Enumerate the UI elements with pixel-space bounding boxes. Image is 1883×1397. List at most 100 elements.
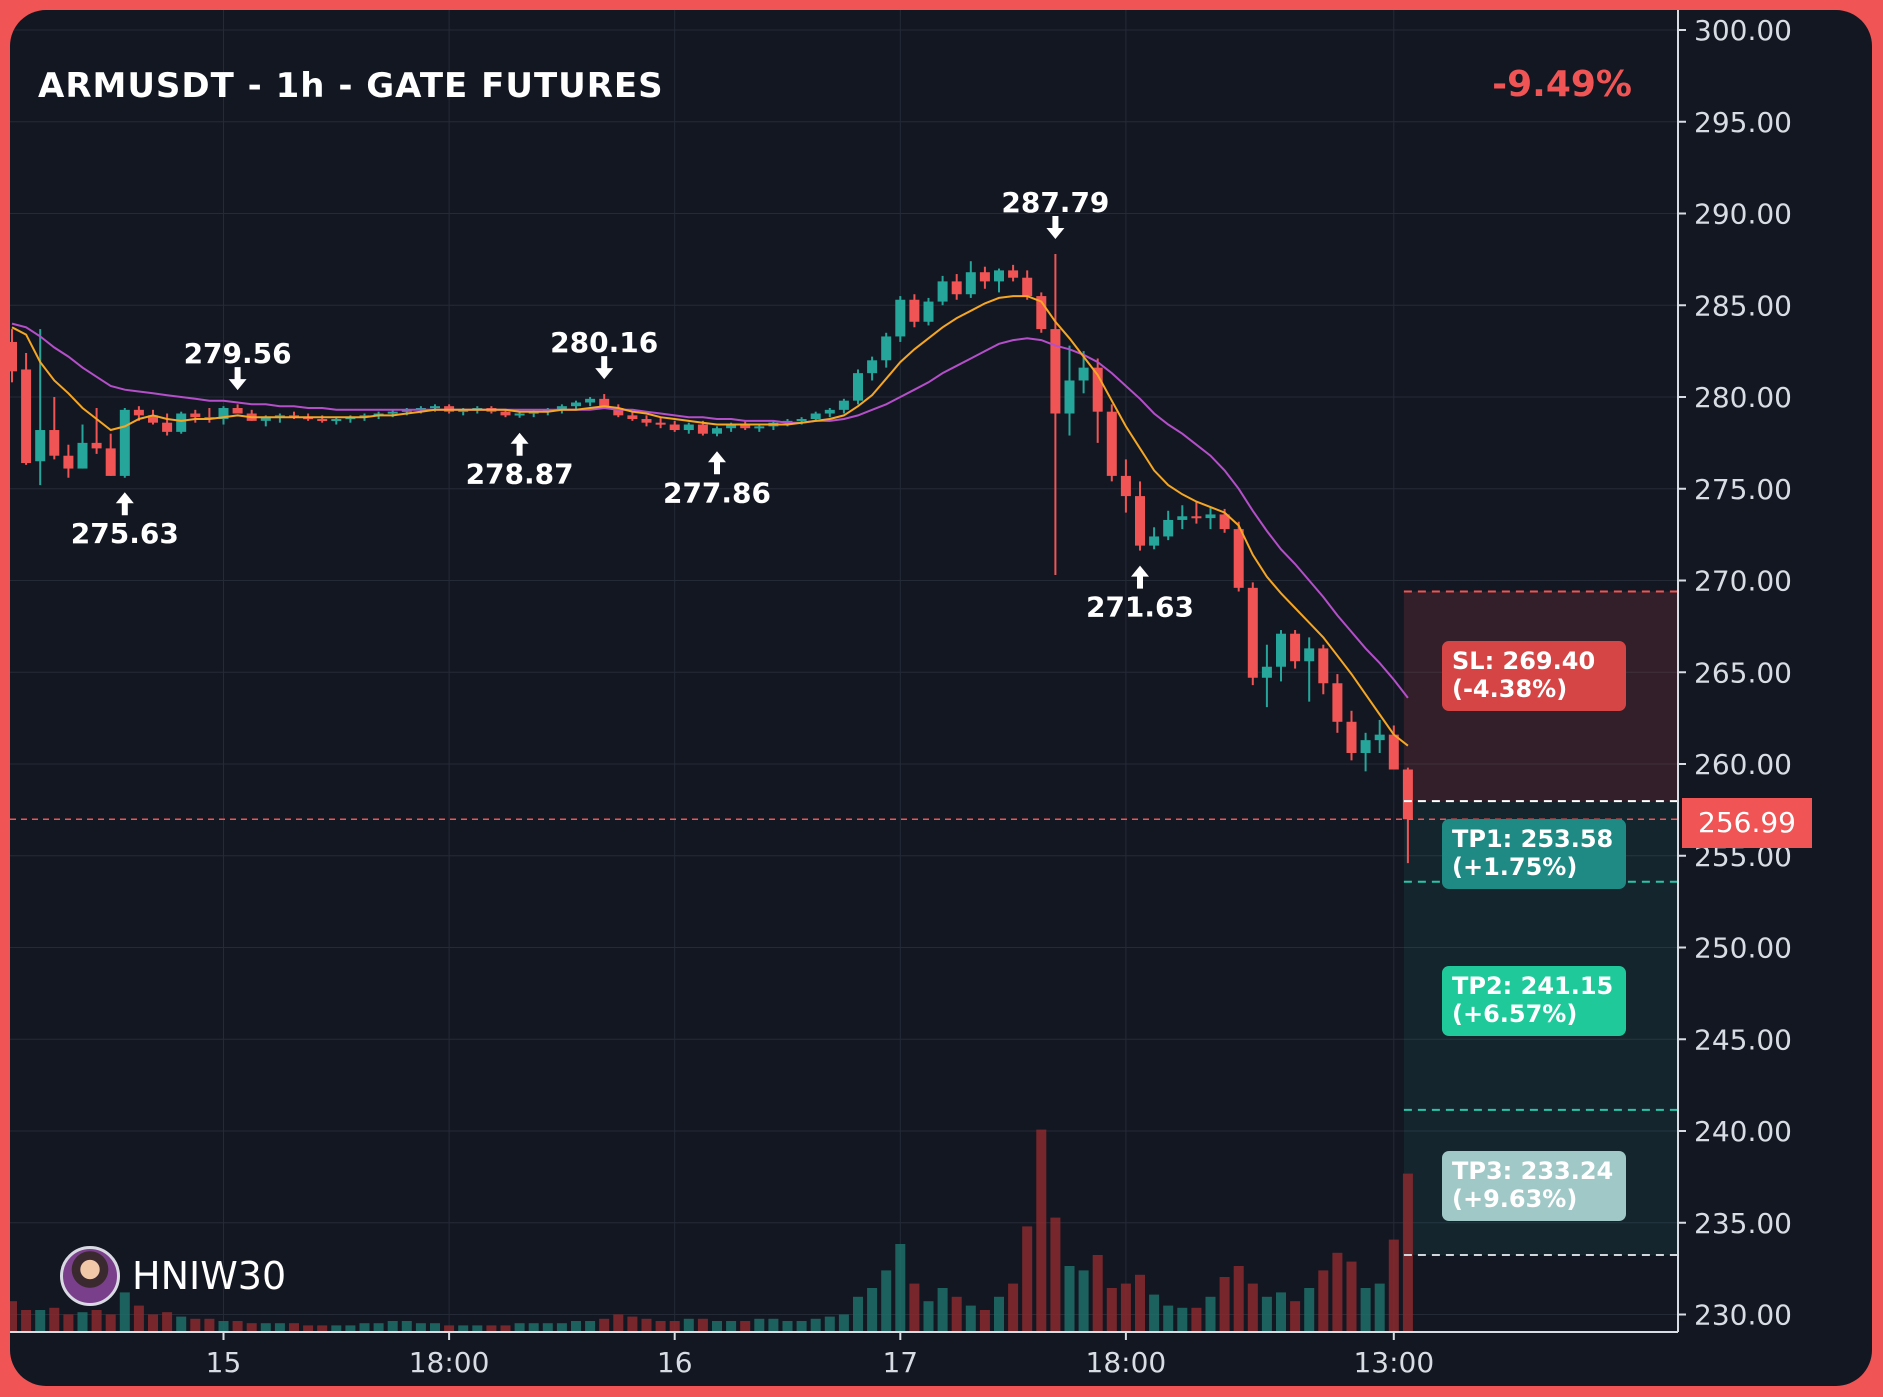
candle-body <box>599 398 610 409</box>
candle-body <box>1205 514 1216 519</box>
candle-body <box>853 373 863 401</box>
volume-bar <box>77 1312 88 1332</box>
candle-body <box>91 442 102 449</box>
volume-bar <box>274 1323 285 1332</box>
candle-body <box>627 415 638 420</box>
candle-body <box>923 301 934 322</box>
volume-bar <box>1050 1217 1061 1332</box>
candle-body <box>1177 516 1188 520</box>
volume-bar <box>1149 1294 1160 1332</box>
price-change: -9.49% <box>1492 64 1632 105</box>
candle-body <box>1106 411 1117 476</box>
volume-bar <box>1022 1226 1033 1332</box>
candle-body <box>712 428 722 434</box>
volume-bar <box>148 1314 158 1332</box>
volume-bar <box>1360 1288 1371 1332</box>
candle-body <box>430 406 440 409</box>
candle-body <box>190 413 201 418</box>
arrow-up-icon <box>708 451 726 475</box>
candle-body <box>895 299 906 337</box>
candle-body <box>585 398 596 403</box>
candle-body <box>331 419 342 422</box>
candle-body <box>571 402 581 407</box>
volume-bar <box>655 1321 666 1332</box>
candle-body <box>232 408 243 414</box>
volume-bar <box>979 1310 990 1332</box>
candle-body <box>1008 270 1019 278</box>
volume-bar <box>1205 1296 1216 1332</box>
x-tick-label: 13:00 <box>1353 1346 1434 1379</box>
stop-loss-percent: (-4.38%) <box>1452 674 1568 703</box>
candle-body <box>1360 740 1371 753</box>
candle-body <box>937 281 948 302</box>
y-tick-label: 300.00 <box>1694 14 1792 47</box>
candle-body <box>1036 296 1047 330</box>
volume-bar <box>895 1244 906 1332</box>
x-tick-label: 16 <box>657 1346 693 1379</box>
candle-body <box>1163 519 1174 537</box>
volume-bar <box>1135 1274 1145 1332</box>
y-tick-label: 280.00 <box>1694 381 1792 414</box>
candle-body <box>979 272 990 282</box>
volume-bar <box>768 1318 779 1332</box>
candle-body <box>1092 367 1103 412</box>
tp1-price: TP1: 253.58 <box>1452 824 1614 853</box>
candle-body <box>824 409 835 414</box>
volume-bar <box>1177 1307 1188 1332</box>
candle-body <box>176 413 187 432</box>
volume-bar <box>415 1323 426 1332</box>
volume-bar <box>1318 1270 1329 1332</box>
candle-body <box>1135 496 1145 546</box>
volume-bar <box>514 1323 525 1332</box>
volume-bar <box>1276 1292 1286 1332</box>
candle-body <box>387 411 398 414</box>
volume-bar <box>838 1314 849 1332</box>
y-tick-label: 240.00 <box>1694 1115 1792 1148</box>
volume-bar <box>585 1321 596 1332</box>
candle-body <box>119 409 130 476</box>
volume-bar <box>430 1323 440 1332</box>
candle-body <box>951 281 962 295</box>
candle-body <box>77 442 88 469</box>
arrow-up-icon <box>115 492 134 516</box>
volume-bar <box>260 1323 271 1332</box>
volume-bar <box>1008 1283 1019 1332</box>
tp3-price: TP3: 233.24 <box>1452 1157 1614 1186</box>
volume-bar <box>1092 1255 1103 1332</box>
candle-body <box>1318 648 1329 684</box>
candle-body <box>1388 734 1399 770</box>
candle-body <box>796 419 807 422</box>
volume-bar <box>669 1321 680 1332</box>
candle-body <box>514 413 525 416</box>
annotation-label: 275.63 <box>71 517 179 550</box>
volume-bar <box>867 1288 878 1332</box>
y-tick-label: 250.00 <box>1694 932 1792 965</box>
candle-body <box>641 419 652 423</box>
volume-bar <box>796 1321 807 1332</box>
volume-bar <box>119 1292 130 1332</box>
volume-bar <box>881 1270 892 1332</box>
candle-body <box>1191 516 1202 519</box>
volume-bar <box>909 1283 920 1332</box>
volume-bar <box>105 1314 116 1332</box>
candle-body <box>726 424 737 429</box>
volume-bar <box>317 1325 328 1332</box>
candle-body <box>1402 769 1413 820</box>
candle-body <box>63 455 74 469</box>
candle-body <box>10 341 17 372</box>
volume-bar <box>246 1323 257 1332</box>
volume-bar <box>1163 1305 1174 1332</box>
x-tick-label: 18:00 <box>1086 1346 1167 1379</box>
candle-body <box>49 430 60 456</box>
volume-bar <box>571 1321 581 1332</box>
candle-body <box>162 422 173 432</box>
volume-bar <box>923 1301 934 1332</box>
volume-bar <box>740 1321 751 1332</box>
candle-body <box>838 400 849 410</box>
volume-bar <box>63 1314 74 1332</box>
candle-body <box>655 422 666 425</box>
candle-body <box>105 448 116 476</box>
tp3-percent: (+9.63%) <box>1452 1185 1578 1214</box>
candle-body <box>965 272 976 295</box>
volume-bar <box>387 1321 398 1332</box>
